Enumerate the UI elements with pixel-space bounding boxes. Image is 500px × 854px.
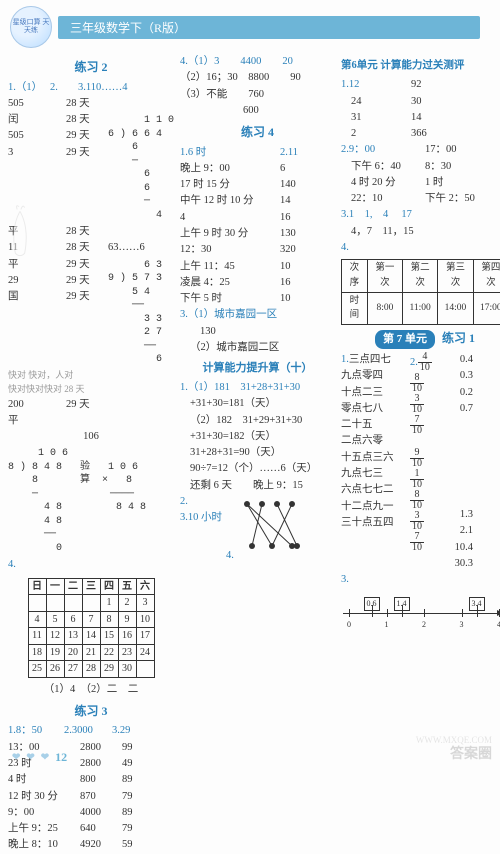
carrot-icon	[6, 200, 34, 260]
long-div-3: 1 0 6 8 ) 8 4 8 验 1 0 6 8 算 × 8 ─ ──── 4…	[8, 447, 174, 555]
cal-answers: （1）4 （2）二 二	[8, 682, 174, 698]
ex2-q-row: 1.（1） 2. 3.110……4	[8, 80, 174, 96]
heart-icon: ❤	[26, 752, 34, 763]
footer: ❤ ❤ ❤ 12	[12, 750, 67, 765]
page-number: 12	[55, 750, 67, 765]
long-div-2: 6 3 9 ) 5 7 3 5 4 ── 3 3 2 7 ── 6	[108, 259, 162, 367]
q3: 3.110……4	[78, 80, 128, 96]
logo-badge: 星级口算 天天练	[10, 6, 52, 48]
column-2: 4.（1）3 4400 20 （2）16；30 8800 90 （3）不能 76…	[180, 54, 335, 854]
ex4-title: 练习 4	[180, 123, 335, 142]
calendar-table: 日一二三四五六 12345678910111213141516171819202…	[28, 578, 155, 678]
heart-icon: ❤	[41, 752, 49, 763]
unit6-title: 第6单元 计算能力过关测评	[341, 58, 500, 74]
unit7-badge: 第 7 单元	[375, 330, 435, 349]
schedule-table: 次序第一次第二次第三次第四次 时间8:0011:0014:0017:00	[341, 259, 500, 325]
column-1: 练习 2 1.（1） 2. 3.110……4 50528 天 闰28 天 505…	[8, 54, 174, 854]
watermark: 答案圈	[450, 743, 492, 763]
cross-diagram	[237, 496, 307, 556]
content-area: 练习 2 1.（1） 2. 3.110……4 50528 天 闰28 天 505…	[0, 52, 500, 854]
column-3: 第6单元 计算能力过关测评 1.1292243031142366 2.9：001…	[341, 54, 500, 854]
q2: 2.	[50, 80, 78, 96]
heart-icon: ❤	[12, 752, 20, 763]
title-bar: 三年级数学下（R版）	[58, 16, 480, 39]
logo-text: 星级口算 天天练	[11, 19, 51, 34]
page-header: 星级口算 天天练 三年级数学下（R版）	[0, 0, 500, 52]
long-div-1: 1 1 0 6 ) 6 6 4 6 ─ 6 6 ─ 4	[108, 114, 174, 222]
q1: 1.（1）	[8, 80, 50, 96]
improve-title: 计算能力提升算（十）	[180, 360, 335, 377]
ex3-title: 练习 3	[8, 702, 174, 721]
number-line: 012340.61.43.4	[343, 595, 500, 629]
unit7-title: 第 7 单元 练习 1	[341, 329, 500, 349]
page-title: 三年级数学下（R版）	[70, 21, 186, 35]
ex2-title: 练习 2	[8, 58, 174, 77]
ex3-top: 1.8：50 2.3000 3.29	[8, 723, 174, 739]
